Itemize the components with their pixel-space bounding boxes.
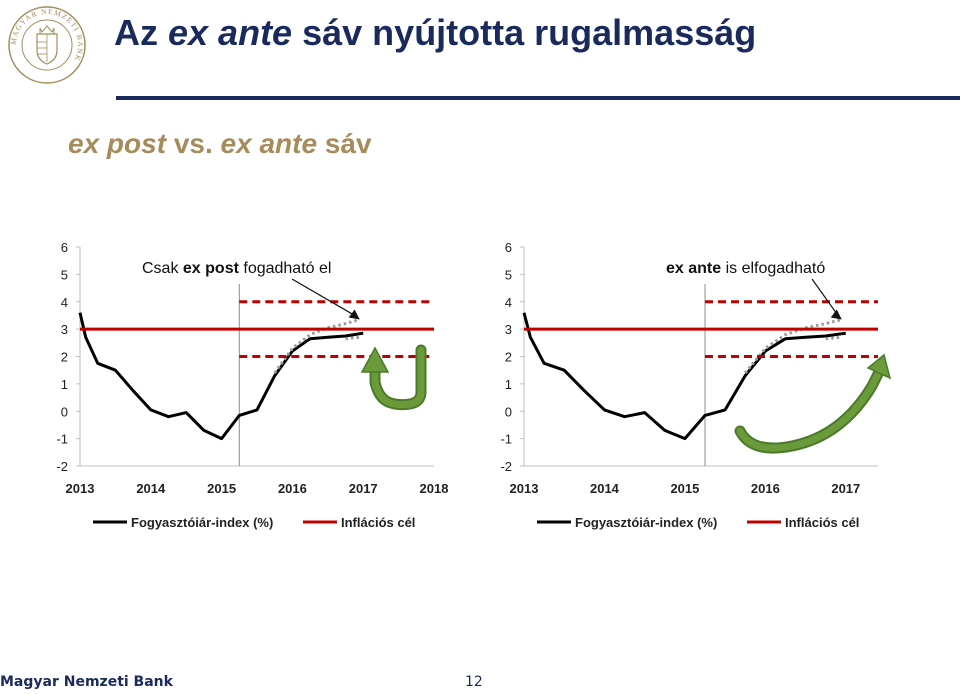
annotation-bold: ex post: [183, 260, 240, 277]
chart-ex-post: -2 -1 0 1 2 3 4 5 6 2013 2014 2015 2016 2017 2018 Csak …: [48, 232, 458, 542]
y-tick-label: -1: [500, 432, 512, 447]
y-tick-label: -2: [56, 459, 68, 474]
green-arrow-head: [866, 353, 892, 380]
cpi-line: [78, 312, 364, 441]
chart-ex-ante-svg: -2 -1 0 1 2 3 4 5 6 2013 2014 2015 2016 2017 ex ante i…: [500, 240, 892, 530]
x-tick-label: 2017: [349, 481, 378, 496]
annotation-pointer-head: [830, 309, 842, 320]
forecast-dotted-line: [825, 335, 842, 341]
page-number: 12: [465, 674, 483, 690]
green-arrow-body: [371, 346, 425, 409]
annotation-text: ex ante is elfogadható: [666, 260, 825, 277]
y-tick-label: 3: [505, 322, 512, 337]
legend-label-cpi: Fogyasztóiár-index (%): [131, 515, 273, 530]
y-tick-label: 1: [505, 377, 512, 392]
y-tick-label: 0: [505, 404, 512, 419]
chart-ex-ante: -2 -1 0 1 2 3 4 5 6 2013 2014 2015 2016 2017 ex ante i…: [492, 232, 902, 542]
title-suffix: sáv nyújtotta rugalmasság: [302, 12, 757, 53]
legend-label-target: Inflációs cél: [341, 515, 415, 530]
legend-label-target: Inflációs cél: [785, 515, 859, 530]
y-tick-label: 2: [505, 350, 512, 365]
footer-bank-name: Magyar Nemzeti Bank: [0, 674, 173, 690]
y-tick-label: 5: [505, 267, 512, 282]
annotation-text: Csak ex post fogadható el: [142, 260, 331, 277]
y-tick-label: 6: [61, 240, 68, 255]
annotation-bold: ex ante: [666, 260, 721, 277]
cpi-line: [522, 312, 847, 441]
x-tick-label: 2013: [66, 481, 95, 496]
annotation-pointer-head: [348, 309, 360, 320]
forecast-dotted-line: [273, 318, 361, 374]
slide-title: Az ex ante sáv nyújtotta rugalmasság: [114, 12, 756, 53]
green-arrow-head: [360, 346, 390, 373]
green-arrow-body: [736, 366, 884, 452]
x-tick-label: 2015: [670, 481, 699, 496]
subtitle-emphasis-2: ex ante: [220, 128, 318, 159]
y-tick-label: 4: [505, 295, 512, 310]
y-tick-label: -1: [56, 432, 68, 447]
subtitle-emphasis-1: ex post: [68, 128, 167, 159]
x-tick-label: 2018: [420, 481, 449, 496]
x-tick-label: 2013: [510, 481, 539, 496]
annotation-suffix: fogadható el: [239, 260, 332, 277]
forecast-dotted-line: [744, 318, 843, 374]
annotation-pointer-line: [291, 278, 357, 318]
y-tick-label: -2: [500, 459, 512, 474]
x-tick-label: 2014: [136, 481, 166, 496]
x-tick-label: 2014: [590, 481, 620, 496]
forecast-dotted-line: [345, 335, 360, 341]
title-prefix: Az: [114, 12, 158, 53]
x-tick-label: 2016: [278, 481, 307, 496]
x-tick-label: 2016: [751, 481, 780, 496]
chart-ex-post-svg: -2 -1 0 1 2 3 4 5 6 2013 2014 2015 2016 2017 2018 Csak …: [56, 240, 449, 530]
slide-subtitle: ex post vs. ex ante sáv: [68, 128, 372, 160]
subtitle-versus: vs.: [173, 128, 213, 159]
y-tick-label: 2: [61, 350, 68, 365]
y-tick-label: 0: [61, 404, 68, 419]
mnb-seal-logo: MAGYAR NEMZETI BANK: [8, 6, 86, 84]
x-tick-label: 2017: [831, 481, 860, 496]
x-tick-label: 2015: [207, 481, 236, 496]
annotation-suffix: is elfogadható: [721, 260, 825, 277]
subtitle-suffix: sáv: [324, 128, 372, 159]
y-tick-label: 1: [61, 377, 68, 392]
title-underline: [116, 96, 960, 100]
y-tick-label: 4: [61, 295, 68, 310]
legend-label-cpi: Fogyasztóiár-index (%): [575, 515, 717, 530]
annotation-prefix: Csak: [142, 260, 183, 277]
y-tick-label: 3: [61, 322, 68, 337]
y-tick-label: 6: [505, 240, 512, 255]
y-tick-label: 5: [61, 267, 68, 282]
annotation-pointer-line: [811, 278, 840, 317]
title-emphasis: ex ante: [168, 12, 293, 53]
